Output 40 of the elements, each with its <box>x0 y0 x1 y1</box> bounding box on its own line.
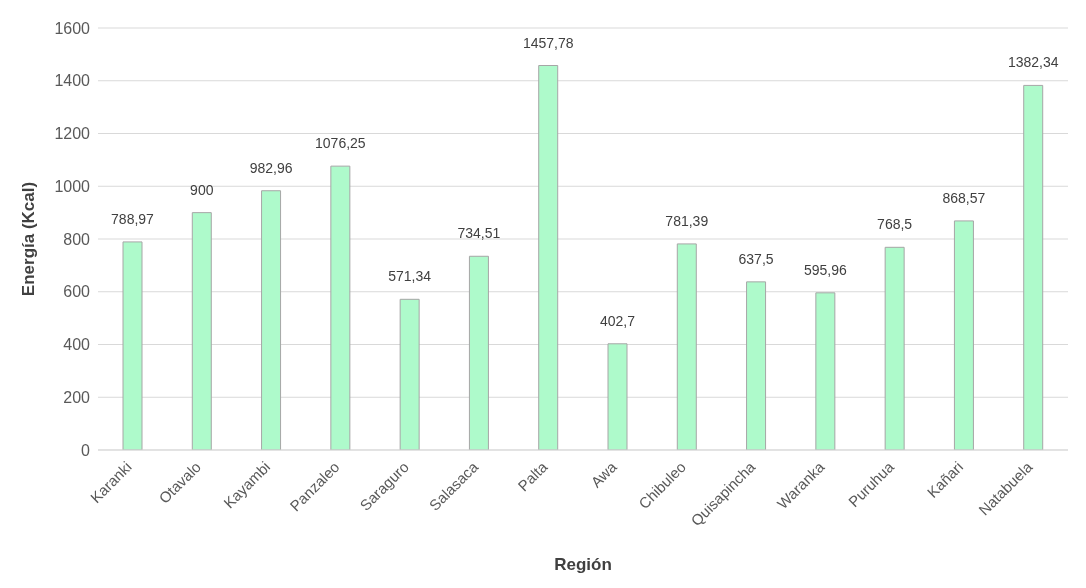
bar <box>815 292 836 450</box>
data-label: 402,7 <box>599 312 636 329</box>
y-tick-label: 1600 <box>54 19 91 37</box>
bar <box>746 281 767 450</box>
data-label: 781,39 <box>665 212 709 229</box>
bar <box>607 343 628 450</box>
data-label: 571,34 <box>388 268 432 285</box>
data-label: 637,5 <box>738 250 774 267</box>
data-label: 734,51 <box>457 225 501 242</box>
data-label: 768,5 <box>877 216 913 233</box>
bar <box>676 243 697 450</box>
y-axis-title: Energía (Kcal) <box>19 181 39 297</box>
bar <box>884 246 905 450</box>
data-label: 1076,25 <box>315 135 366 152</box>
bar <box>191 212 212 450</box>
bar <box>261 190 282 450</box>
y-tick-label: 1000 <box>54 177 91 195</box>
y-tick-label: 600 <box>63 283 91 301</box>
bar <box>1023 84 1044 450</box>
data-label: 1382,34 <box>1007 54 1059 71</box>
bar <box>330 165 351 450</box>
bar <box>468 255 489 450</box>
y-tick-label: 1400 <box>54 72 91 90</box>
y-tick-label: 800 <box>63 230 91 248</box>
x-axis-title: Región <box>554 555 612 574</box>
bar <box>399 298 420 450</box>
data-label: 788,97 <box>111 210 155 227</box>
data-label: 868,57 <box>942 189 986 206</box>
data-label: 982,96 <box>249 159 293 176</box>
y-tick-label: 400 <box>63 336 91 354</box>
x-tick-label: Awa <box>587 457 621 491</box>
y-tick-label: 0 <box>81 441 91 459</box>
y-tick-label: 1200 <box>54 125 91 143</box>
data-label: 1457,78 <box>522 34 574 51</box>
bar <box>122 241 143 450</box>
y-tick-label: 200 <box>63 388 91 406</box>
data-label: 595,96 <box>803 261 847 278</box>
bar <box>953 220 974 450</box>
bar <box>538 65 559 450</box>
data-label: 900 <box>190 181 214 198</box>
